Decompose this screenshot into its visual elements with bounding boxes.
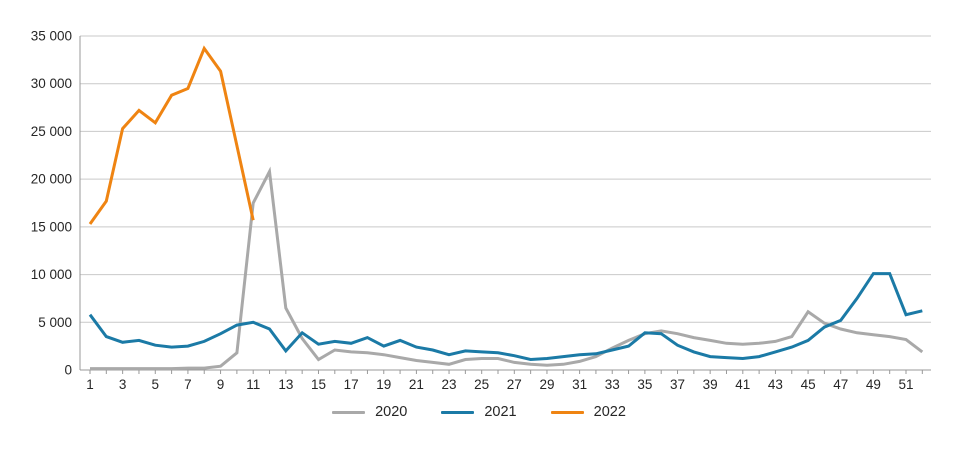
x-tick-label: 11 [246, 377, 260, 392]
x-tick-label: 51 [898, 377, 913, 392]
x-tick-label: 47 [833, 377, 848, 392]
x-tick-label: 39 [703, 377, 718, 392]
legend-label-2021: 2021 [484, 404, 517, 420]
y-tick-label: 0 [64, 363, 72, 378]
legend-swatch-2022 [550, 410, 584, 414]
x-tick-label: 3 [119, 377, 127, 392]
x-tick-label: 49 [866, 377, 881, 392]
chart-plot: 0 5 000 10 000 15 000 20 000 25 000 30 000 35 0… [31, 29, 931, 392]
y-tick-label: 20 000 [31, 172, 72, 187]
legend-item-2020: 2020 [332, 404, 407, 420]
series-2022-line [88, 45, 255, 225]
series-2021-line [88, 272, 923, 362]
y-tick-label: 25 000 [31, 124, 72, 139]
axes [79, 36, 931, 371]
y-tick-label: 30 000 [31, 76, 72, 91]
legend-label-2022: 2022 [593, 404, 626, 420]
x-tick-label: 23 [442, 377, 457, 392]
x-tick-label: 43 [768, 377, 783, 392]
legend-swatch-2020 [332, 410, 366, 414]
chart-legend: 2020 2021 2022 [0, 404, 958, 420]
x-tick-label: 15 [311, 377, 326, 392]
y-tick-label: 10 000 [31, 267, 72, 282]
x-tick-label: 35 [637, 377, 652, 392]
x-tick-label: 21 [409, 377, 424, 392]
x-tick-label: 33 [605, 377, 620, 392]
x-tick-label: 31 [572, 377, 587, 392]
x-tick-label: 25 [474, 377, 489, 392]
x-tick-marks [89, 370, 923, 374]
legend-item-2022: 2022 [550, 404, 626, 420]
x-tick-label: 41 [735, 377, 750, 392]
x-tick-label: 17 [344, 377, 359, 392]
x-tick-label: 7 [184, 377, 192, 392]
y-tick-labels: 0 5 000 10 000 15 000 20 000 25 000 30 000 35 0… [31, 29, 72, 378]
legend-label-2020: 2020 [375, 404, 408, 420]
gridlines [80, 35, 931, 323]
x-tick-label: 45 [801, 377, 816, 392]
x-tick-label: 9 [217, 377, 225, 392]
x-tick-label: 1 [86, 377, 94, 392]
x-tick-label: 37 [670, 377, 685, 392]
x-tick-label: 29 [539, 377, 554, 392]
legend-item-2021: 2021 [441, 404, 517, 420]
x-tick-label: 27 [507, 377, 522, 392]
legend-swatch-2021 [441, 410, 475, 414]
y-tick-label: 15 000 [31, 219, 72, 234]
x-tick-label: 13 [278, 377, 293, 392]
x-tick-labels: 1 3 5 7 9 11 13 15 17 19 21 23 25 27 29 31 33 35 37 39 41 43 4… [86, 377, 913, 392]
x-tick-label: 5 [152, 377, 160, 392]
y-tick-label: 5 000 [38, 315, 72, 330]
x-tick-label: 19 [376, 377, 391, 392]
series-2020-line [90, 166, 924, 371]
y-tick-label: 35 000 [31, 29, 72, 44]
